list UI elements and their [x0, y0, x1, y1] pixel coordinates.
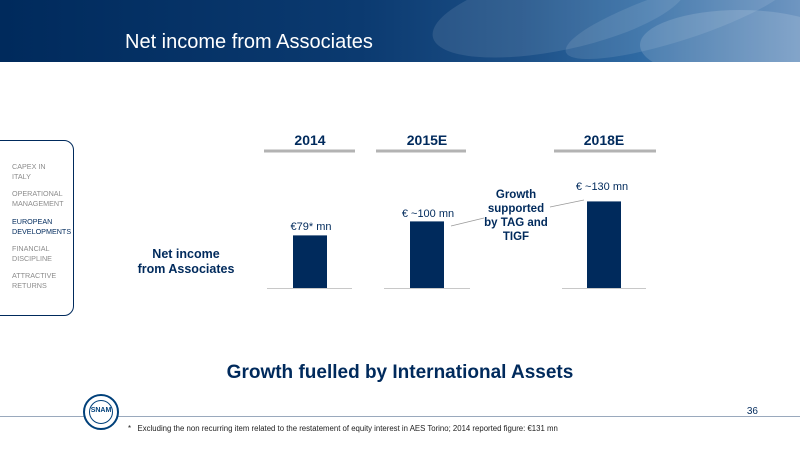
logo-text: SNAM — [90, 407, 112, 414]
section-nav: CAPEX IN ITALY OPERATIONAL MANAGEMENT EU… — [0, 140, 74, 316]
nav-item-operational[interactable]: OPERATIONAL MANAGEMENT — [12, 189, 64, 208]
category-label: 2018E — [584, 132, 624, 148]
nav-item-attractive[interactable]: ATTRACTIVE RETURNS — [12, 271, 57, 290]
annotation-text: TIGF — [503, 231, 529, 243]
footnote: * Excluding the non recurring item relat… — [128, 424, 558, 433]
footnote-text: Excluding the non recurring item related… — [137, 424, 558, 433]
category-label: 2014 — [294, 132, 325, 148]
annotation-text: Growth — [496, 189, 536, 201]
page-number: 36 — [746, 406, 758, 417]
annotation-connector — [549, 199, 585, 208]
snam-logo: SNAM — [83, 394, 119, 430]
footnote-marker: * — [128, 424, 132, 433]
annotation-connector — [450, 217, 485, 227]
row-label: from Associates — [138, 262, 235, 276]
data-label: € ~130 mn — [576, 181, 628, 193]
annotation-text: by TAG and — [484, 217, 548, 229]
category-label: 2015E — [407, 132, 447, 148]
bar — [587, 201, 621, 288]
data-label: €79* mn — [291, 221, 332, 233]
header-banner: Net income from Associates — [0, 0, 800, 62]
bar — [293, 235, 327, 288]
nav-item-european[interactable]: EUROPEAN DEVELOPMENTS — [12, 217, 72, 236]
annotation-text: supported — [488, 203, 544, 215]
bar — [410, 221, 444, 288]
slide-subtitle: Growth fuelled by International Assets — [226, 362, 574, 383]
row-label: Net income — [152, 247, 219, 261]
nav-item-capex[interactable]: CAPEX IN ITALY — [12, 162, 46, 181]
page-title: Net income from Associates — [125, 31, 373, 53]
nav-item-financial[interactable]: FINANCIAL DISCIPLINE — [12, 244, 52, 263]
data-label: € ~100 mn — [402, 208, 454, 220]
footer-divider — [0, 416, 800, 417]
